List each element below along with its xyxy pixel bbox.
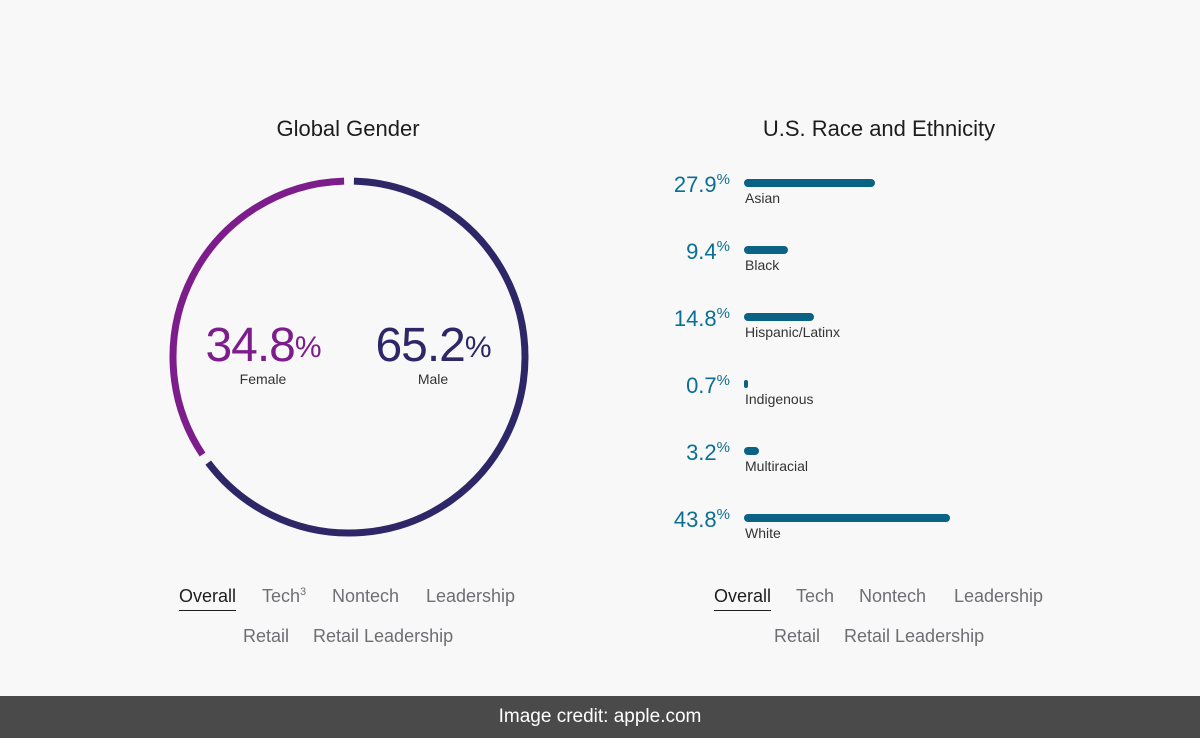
race-tab-leadership[interactable]: Leadership [954,586,1044,606]
race-row-black: 9.4% Black [640,235,980,295]
race-category-label: Indigenous [745,391,814,407]
race-category-label: Asian [745,190,781,206]
race-value-label: 3.2% [686,439,730,465]
race-row-multiracial: 3.2% Multiracial [640,436,980,496]
race-value-label: 43.8% [673,506,730,532]
gender-donut-chart [169,177,529,537]
race-bar-hispanic-latinx [744,313,814,321]
race-chart-title: U.S. Race and Ethnicity [762,116,996,141]
female-arc [169,177,345,457]
race-category-label: Black [745,257,780,273]
gender-tab-tech[interactable]: Tech3 [262,586,307,606]
race-bar-white [744,514,950,522]
race-bar-black [744,246,789,254]
female-label: Female [239,371,287,387]
gender-tab-overall[interactable]: Overall [179,586,237,611]
gender-tab-nontech[interactable]: Nontech [332,586,400,606]
race-value-label: 27.9% [673,171,730,197]
gender-tab-retail[interactable]: Retail [243,626,290,646]
race-row-indigenous: 0.7% Indigenous [640,369,980,429]
male-arc [205,177,529,537]
race-category-label: Hispanic/Latinx [745,324,840,340]
male-stat: 65.2% Male [353,319,513,388]
race-bar-chart: 27.9% Asian 9.4% Black 14.8% Hispanic/Latinx 0… [640,168,980,558]
gender-chart-title: Global Gender [276,116,420,141]
race-bar-indigenous [744,380,748,388]
race-tab-nontech[interactable]: Nontech [859,586,927,606]
female-value-label: 34.8% [205,319,321,372]
race-tab-tech[interactable]: Tech [796,586,835,606]
race-value-label: 9.4% [686,238,730,264]
race-tab-overall[interactable]: Overall [714,586,772,611]
race-bar-asian [744,179,876,187]
gender-tab-retail-leadership[interactable]: Retail Leadership [313,626,454,646]
male-label: Male [417,371,449,387]
race-tab-retail[interactable]: Retail [774,626,821,646]
race-value-label: 0.7% [686,372,730,398]
race-row-asian: 27.9% Asian [640,168,980,228]
gender-tab-leadership[interactable]: Leadership [426,586,516,606]
race-value-label: 14.8% [673,305,730,331]
image-credit-footer: Image credit: apple.com [0,696,1200,738]
race-row-white: 43.8% White [640,503,980,563]
race-category-label: Multiracial [745,458,809,474]
race-category-label: White [745,525,781,541]
race-tab-retail-leadership[interactable]: Retail Leadership [844,626,985,646]
race-bar-multiracial [744,447,760,455]
male-value-label: 65.2% [375,319,491,372]
female-stat: 34.8% Female [183,319,343,388]
race-row-hispanic-latinx: 14.8% Hispanic/Latinx [640,302,980,362]
